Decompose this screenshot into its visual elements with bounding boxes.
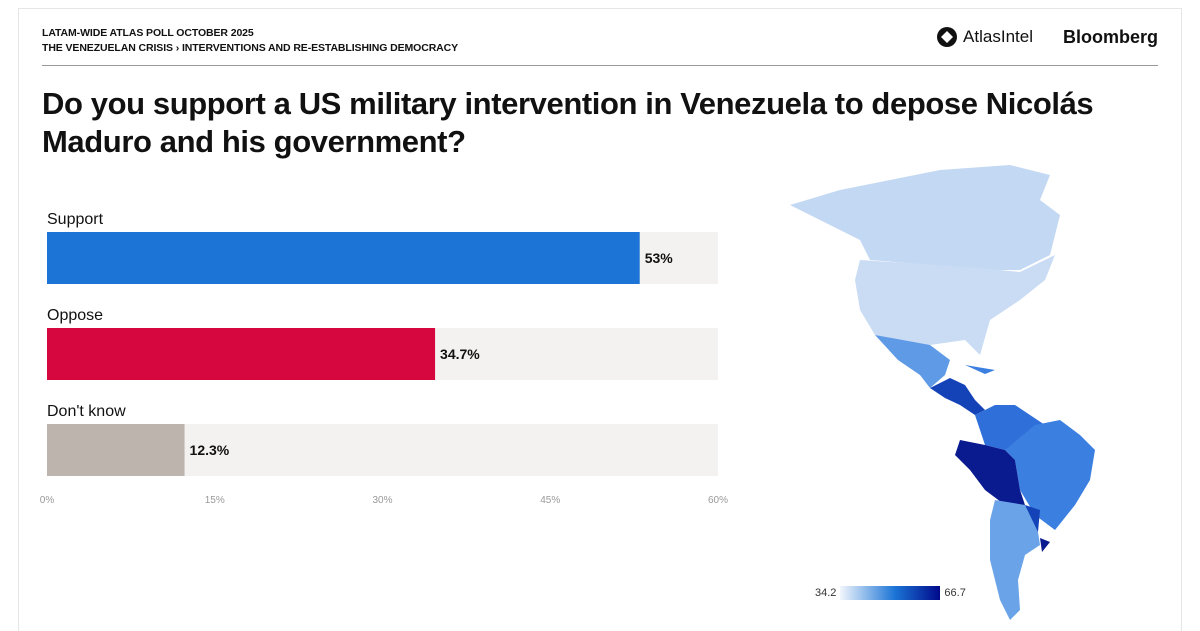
- map-brazil: [1005, 420, 1095, 530]
- x-tick-label: 30%: [372, 495, 392, 506]
- bar-label: Oppose: [47, 307, 103, 324]
- x-tick-label: 45%: [540, 495, 560, 506]
- poll-name: LATAM-WIDE ATLAS POLL OCTOBER 2025: [42, 27, 254, 39]
- map-peru-bolivia: [955, 440, 1025, 505]
- bar-oppose: [47, 328, 436, 380]
- divider: [42, 65, 1158, 66]
- americas-choropleth-map: [790, 165, 1095, 620]
- bar-chart: Support 53% Oppose 34.7% Don't know 12.3% 0% 15…: [40, 211, 728, 506]
- x-tick-label: 0%: [40, 495, 55, 506]
- bar-value-label: 34.7%: [440, 346, 480, 362]
- color-legend: 34.2 66.7: [815, 586, 966, 600]
- x-tick-label: 60%: [708, 495, 728, 506]
- page-title: Do you support a US military interventio…: [42, 86, 1094, 159]
- map-uruguay: [1040, 538, 1050, 552]
- card-frame: [18, 8, 1182, 631]
- map-canada: [790, 165, 1060, 270]
- bar-value-label: 12.3%: [190, 442, 230, 458]
- logos: AtlasIntel Bloomberg: [936, 26, 1158, 48]
- map-argentina-chile: [990, 500, 1040, 620]
- breadcrumb: THE VENEZUELAN CRISIS › INTERVENTIONS AN…: [42, 42, 459, 54]
- legend-min: 34.2: [815, 587, 837, 599]
- atlasintel-logo: AtlasIntel: [936, 26, 1033, 48]
- map-usa: [855, 255, 1055, 355]
- bar-support: [47, 232, 640, 284]
- bloomberg-logo: Bloomberg: [1062, 26, 1158, 47]
- map-caribbean: [965, 365, 995, 374]
- map-central-america: [930, 378, 985, 415]
- atlas-diamond-icon: [937, 27, 958, 47]
- x-tick-label: 15%: [205, 495, 225, 506]
- bar-label: Support: [47, 211, 104, 228]
- legend-max: 66.7: [944, 587, 966, 599]
- atlasintel-text: AtlasIntel: [963, 27, 1033, 46]
- legend-gradient: [840, 586, 941, 600]
- map-mexico: [875, 335, 950, 388]
- bar-value-label: 53%: [645, 250, 674, 266]
- bar-don-t-know: [47, 424, 185, 476]
- bar-label: Don't know: [47, 403, 126, 420]
- header: LATAM-WIDE ATLAS POLL OCTOBER 2025 THE V…: [42, 26, 458, 56]
